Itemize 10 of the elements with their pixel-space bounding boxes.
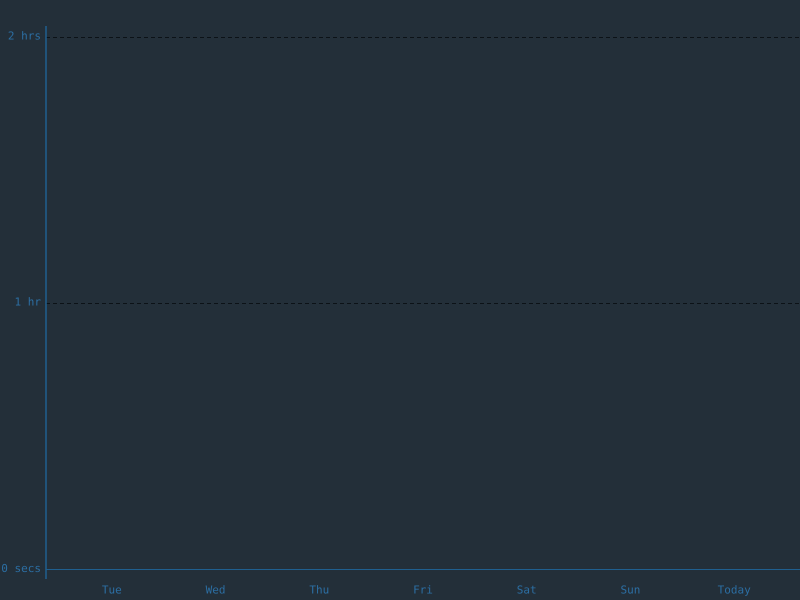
x-tick-label: Sun [620,583,640,596]
y-tick-label: 0 secs [1,562,41,575]
y-tick-label: 2 hrs [8,30,41,43]
x-tick-label: Fri [413,583,433,596]
x-tick-label: Thu [309,583,330,596]
x-tick-label: Sat [516,583,537,596]
x-tick-label: Today [718,583,752,596]
x-tick-label: Tue [102,583,122,596]
y-tick-label: 1 hr [14,296,42,309]
x-tick-label: Wed [206,583,226,596]
